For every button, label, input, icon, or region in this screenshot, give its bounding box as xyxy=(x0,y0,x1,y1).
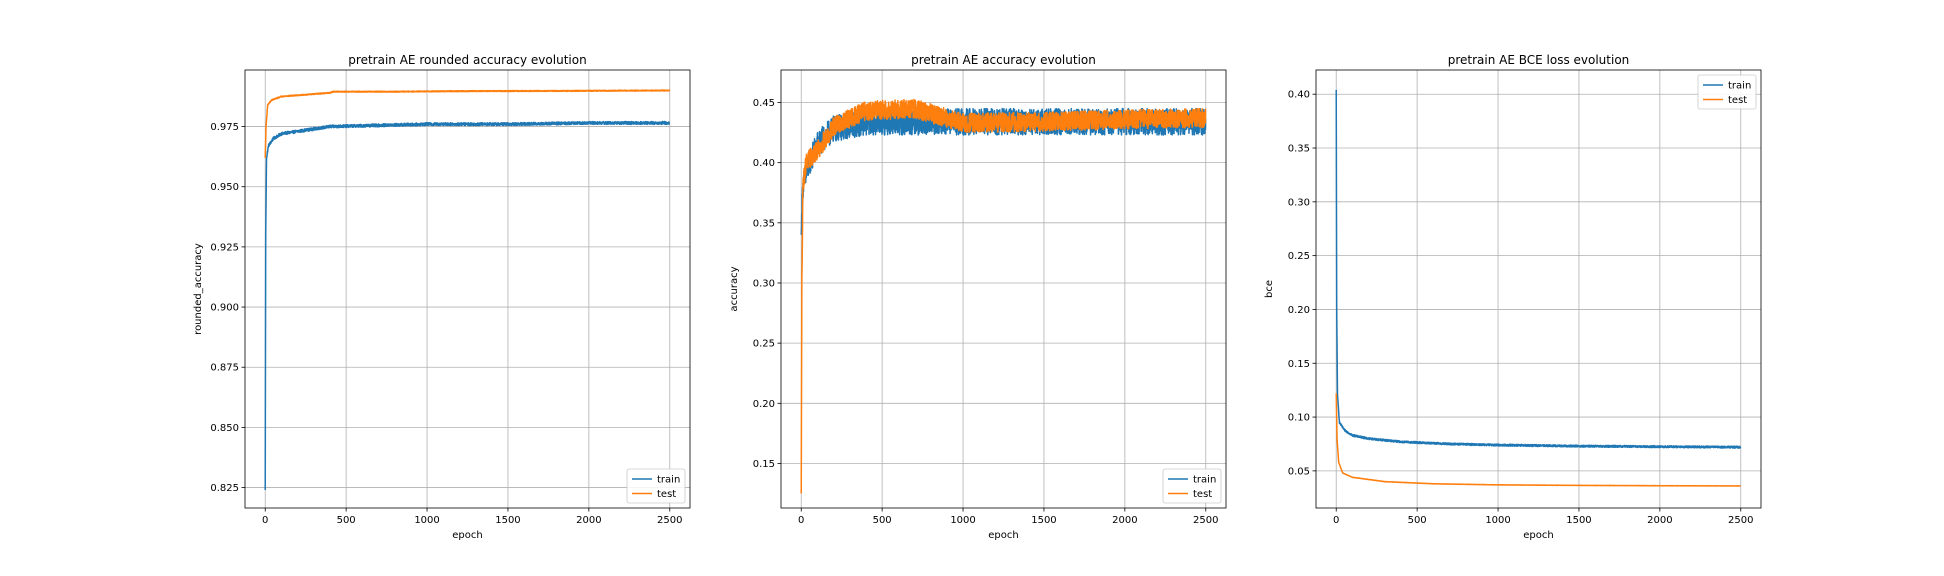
legend-box xyxy=(626,468,686,504)
y-tick-label: 0.925 xyxy=(210,242,239,253)
y-tick-label: 0.45 xyxy=(753,98,775,109)
x-tick-label: 2000 xyxy=(1647,515,1672,526)
y-tick-label: 0.825 xyxy=(210,483,239,494)
y-tick-label: 0.15 xyxy=(1288,359,1310,370)
x-tick-label: 1500 xyxy=(495,515,520,526)
axes-frame xyxy=(1315,69,1762,509)
y-tick-label: 0.35 xyxy=(1288,144,1310,155)
legend-label-train: train xyxy=(1728,81,1751,92)
y-tick-label: 0.900 xyxy=(210,303,239,314)
x-tick-label: 2500 xyxy=(657,515,682,526)
legend-label-test: test xyxy=(657,489,676,500)
x-tick-label: 500 xyxy=(1408,515,1427,526)
legend-label-train: train xyxy=(657,475,680,486)
x-tick-label: 1500 xyxy=(1031,515,1056,526)
x-tick-label: 2500 xyxy=(1193,515,1218,526)
legend: train test xyxy=(626,468,686,504)
x-tick-label: 2000 xyxy=(576,515,601,526)
y-axis-label: accuracy xyxy=(729,266,740,311)
x-tick-label: 1500 xyxy=(1566,515,1591,526)
y-tick-label: 0.40 xyxy=(753,158,775,169)
legend-label-test: test xyxy=(1193,489,1212,500)
x-axis-label: epoch xyxy=(988,530,1018,541)
y-tick-label: 0.40 xyxy=(1288,90,1310,101)
x-tick-label: 500 xyxy=(873,515,892,526)
chart-title: pretrain AE rounded accuracy evolution xyxy=(348,53,586,67)
legend-label-train: train xyxy=(1193,475,1216,486)
y-tick-label: 0.30 xyxy=(753,278,775,289)
chart-panel-1: 0 500 1000 1500 2000 2500 0.825 0.850 0.875 0.900… xyxy=(193,53,691,541)
x-tick-label: 1000 xyxy=(414,515,439,526)
chart-panel-3: 0 500 1000 1500 2000 2500 0.05 0.10 0.15 0.20 0.25… xyxy=(1264,53,1762,541)
legend-label-test: test xyxy=(1728,95,1747,106)
y-axis-label: rounded_accuracy xyxy=(193,243,204,335)
chart-panel-2: 0 500 1000 1500 2000 2500 0.15 0.20 0.25 0.30 0.35… xyxy=(729,53,1227,541)
y-tick-label: 0.875 xyxy=(210,363,239,374)
x-tick-label: 1000 xyxy=(1485,515,1510,526)
x-tick-label: 2500 xyxy=(1728,515,1753,526)
chart-title: pretrain AE accuracy evolution xyxy=(911,53,1096,67)
y-tick-label: 0.10 xyxy=(1288,413,1310,424)
legend: train test xyxy=(1162,468,1222,504)
x-tick-label: 1000 xyxy=(950,515,975,526)
y-tick-label: 0.20 xyxy=(1288,305,1310,316)
series-line-test xyxy=(800,98,1207,494)
x-tick-label: 0 xyxy=(262,515,268,526)
x-tick-label: 0 xyxy=(798,515,804,526)
legend: train test xyxy=(1697,74,1757,110)
y-tick-label: 0.25 xyxy=(1288,251,1310,262)
x-tick-label: 2000 xyxy=(1112,515,1137,526)
x-axis-label: epoch xyxy=(1523,530,1553,541)
y-tick-label: 0.15 xyxy=(753,459,775,470)
series-line-test xyxy=(1335,393,1742,487)
y-tick-label: 0.950 xyxy=(210,182,239,193)
y-tick-label: 0.850 xyxy=(210,423,239,434)
legend-box xyxy=(1697,74,1757,110)
axes-frame xyxy=(780,69,1227,509)
y-tick-label: 0.25 xyxy=(753,339,775,350)
axes-frame xyxy=(244,69,691,509)
y-tick-label: 0.30 xyxy=(1288,197,1310,208)
chart-title: pretrain AE BCE loss evolution xyxy=(1448,53,1630,67)
y-tick-label: 0.35 xyxy=(753,218,775,229)
legend-box xyxy=(1162,468,1222,504)
y-axis-label: bce xyxy=(1264,280,1275,298)
x-tick-label: 500 xyxy=(337,515,356,526)
series-line-train xyxy=(1335,89,1742,449)
series-line-train xyxy=(264,120,671,490)
y-tick-label: 0.20 xyxy=(753,399,775,410)
x-tick-label: 0 xyxy=(1333,515,1339,526)
series-line-test xyxy=(264,89,671,158)
y-tick-label: 0.05 xyxy=(1288,466,1310,477)
x-axis-label: epoch xyxy=(452,530,482,541)
y-tick-label: 0.975 xyxy=(210,122,239,133)
